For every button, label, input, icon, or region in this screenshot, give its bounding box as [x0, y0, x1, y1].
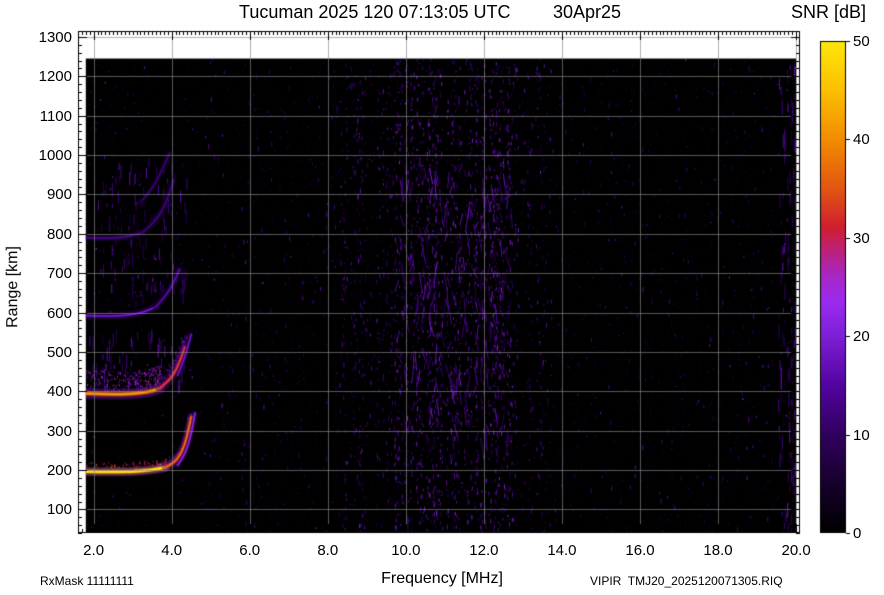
y-axis-label: Range [km]: [4, 246, 22, 328]
plot-title: Tucuman 2025 120 07:13:05 UTC: [239, 2, 511, 22]
x-axis-label: Frequency [MHz]: [381, 570, 503, 587]
file-id-text: VIPIR TMJ20_2025120071305.RIQ: [590, 574, 783, 588]
colorbar-title: SNR [dB]: [791, 2, 867, 22]
rx-mask-text: RxMask 11111111: [40, 574, 134, 588]
plot-date: 30Apr25: [553, 2, 622, 22]
